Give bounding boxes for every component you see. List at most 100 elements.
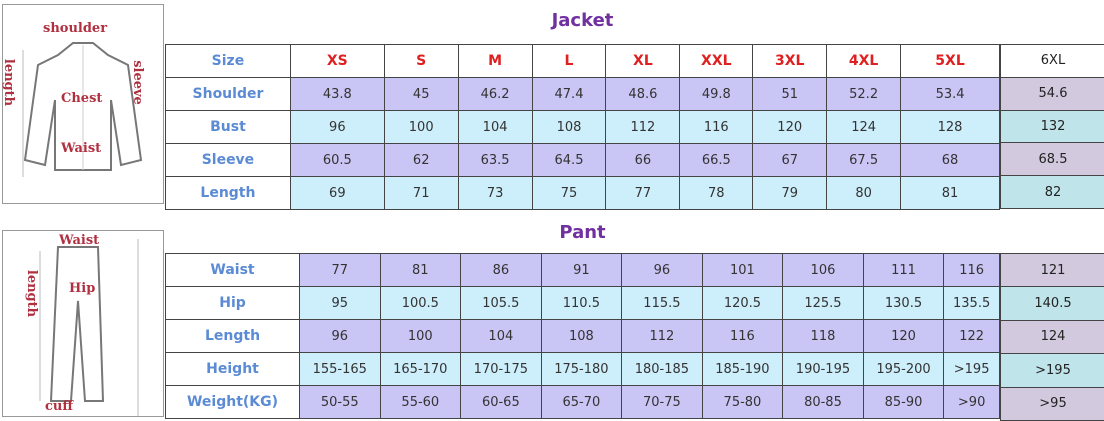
value-cell: 48.6 — [606, 78, 680, 111]
value-cell: 170-175 — [461, 353, 542, 386]
size-4xl: 4XL — [827, 45, 901, 78]
table-row: 54.6 — [1001, 77, 1104, 110]
value-cell-6xl: 82 — [1001, 176, 1104, 209]
value-cell: 55-60 — [380, 386, 461, 419]
hip-label: Hip — [69, 281, 95, 296]
size-header-label: Size — [166, 45, 291, 78]
value-cell: 135.5 — [944, 287, 1000, 320]
value-cell: 120.5 — [702, 287, 783, 320]
table-row: 68.5 — [1001, 143, 1104, 176]
size-xxl: XXL — [680, 45, 753, 78]
value-cell: 67.5 — [827, 144, 901, 177]
pant-length-label: length — [24, 270, 39, 317]
value-cell: 79 — [753, 177, 827, 210]
value-cell: 108 — [541, 320, 622, 353]
value-cell: >195 — [944, 353, 1000, 386]
row-label: Waist — [166, 254, 300, 287]
length-label: length — [1, 59, 16, 106]
table-row: 140.5 — [1001, 287, 1104, 320]
value-cell: 66.5 — [680, 144, 753, 177]
row-label: Length — [166, 177, 291, 210]
value-cell: 70-75 — [622, 386, 703, 419]
value-cell: 67 — [753, 144, 827, 177]
value-cell: 47.4 — [532, 78, 606, 111]
row-label: Hip — [166, 287, 300, 320]
value-cell: 105.5 — [461, 287, 542, 320]
size-xs: XS — [290, 45, 384, 78]
value-cell: 77 — [300, 254, 381, 287]
value-cell: 96 — [290, 111, 384, 144]
value-cell: 77 — [606, 177, 680, 210]
value-cell: 78 — [680, 177, 753, 210]
table-row: 82 — [1001, 176, 1104, 209]
value-cell: 106 — [783, 254, 864, 287]
value-cell: 195-200 — [863, 353, 944, 386]
value-cell: 53.4 — [901, 78, 1000, 111]
value-cell-6xl: 68.5 — [1001, 143, 1104, 176]
value-cell: 116 — [944, 254, 1000, 287]
value-cell: 80-85 — [783, 386, 864, 419]
sleeve-label: sleeve — [130, 60, 145, 105]
table-row: >195 — [1001, 354, 1104, 387]
value-cell: 130.5 — [863, 287, 944, 320]
value-cell: 85-90 — [863, 386, 944, 419]
value-cell: 128 — [901, 111, 1000, 144]
shoulder-label: shoulder — [43, 21, 107, 36]
value-cell: 104 — [458, 111, 532, 144]
value-cell: 95 — [300, 287, 381, 320]
value-cell: 60-65 — [461, 386, 542, 419]
value-cell: 45 — [384, 78, 458, 111]
value-cell: 175-180 — [541, 353, 622, 386]
value-cell: 86 — [461, 254, 542, 287]
table-row: 124 — [1001, 320, 1104, 353]
size-5xl: 5XL — [901, 45, 1000, 78]
value-cell: 190-195 — [783, 353, 864, 386]
value-cell: 165-170 — [380, 353, 461, 386]
chest-label: Chest — [61, 91, 102, 106]
value-cell: 125.5 — [783, 287, 864, 320]
value-cell: 80 — [827, 177, 901, 210]
value-cell: 62 — [384, 144, 458, 177]
size-l: L — [532, 45, 606, 78]
value-cell-6xl: 124 — [1001, 320, 1104, 353]
jacket-title: Jacket — [165, 10, 1000, 31]
table-row: 121 — [1001, 254, 1104, 287]
row-label: Weight(KG) — [166, 386, 300, 419]
row-label: Height — [166, 353, 300, 386]
value-cell: 96 — [622, 254, 703, 287]
waist-label: Waist — [61, 141, 101, 156]
value-cell: 122 — [944, 320, 1000, 353]
value-cell: 81 — [380, 254, 461, 287]
value-cell: 60.5 — [290, 144, 384, 177]
value-cell-6xl: >195 — [1001, 354, 1104, 387]
value-cell: 116 — [702, 320, 783, 353]
size-s: S — [384, 45, 458, 78]
value-cell: 118 — [783, 320, 864, 353]
value-cell: 112 — [622, 320, 703, 353]
value-cell: 100 — [380, 320, 461, 353]
value-cell: 51 — [753, 78, 827, 111]
value-cell: 111 — [863, 254, 944, 287]
value-cell: 91 — [541, 254, 622, 287]
table-row: >95 — [1001, 387, 1104, 420]
value-cell: 112 — [606, 111, 680, 144]
value-cell: 108 — [532, 111, 606, 144]
value-cell: 63.5 — [458, 144, 532, 177]
value-cell: 52.2 — [827, 78, 901, 111]
value-cell: 115.5 — [622, 287, 703, 320]
pant-outline-icon — [3, 231, 163, 416]
value-cell: 64.5 — [532, 144, 606, 177]
value-cell: 75 — [532, 177, 606, 210]
value-cell: 101 — [702, 254, 783, 287]
size-xl: XL — [606, 45, 680, 78]
pant-waist-label: Waist — [59, 233, 99, 248]
cuff-label: cuff — [45, 399, 73, 414]
